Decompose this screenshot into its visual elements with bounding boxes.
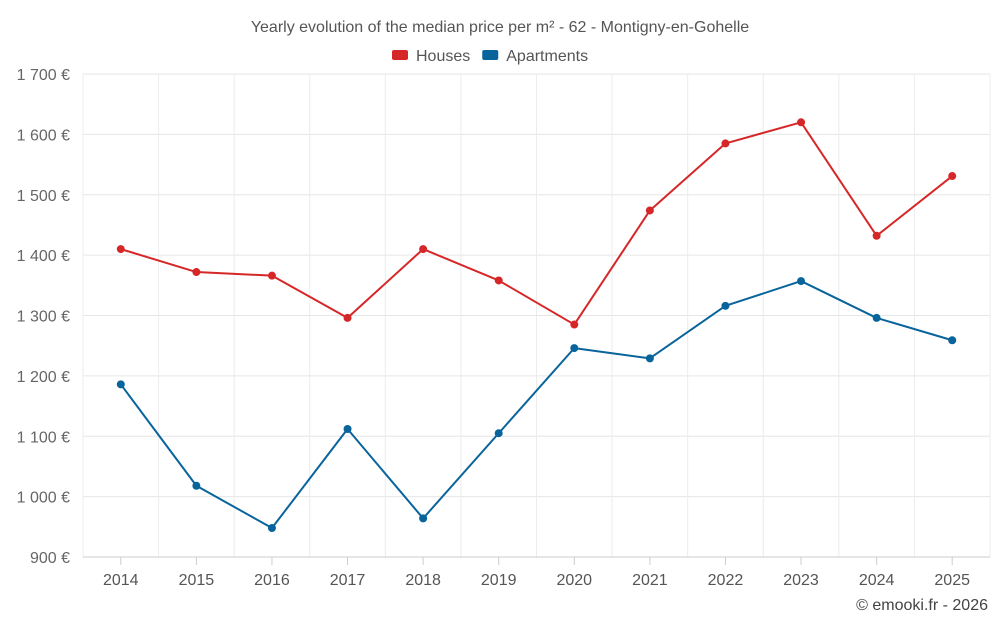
credit-text: © emooki.fr - 2026: [856, 597, 988, 614]
y-tick-label: 900 €: [30, 550, 70, 567]
x-tick-label: 2016: [254, 572, 290, 589]
data-point-houses: [192, 268, 201, 277]
data-point-apartments: [645, 354, 654, 363]
x-tick-label: 2021: [632, 572, 668, 589]
data-point-apartments: [570, 344, 579, 353]
legend-label-apartments: Apartments: [506, 48, 588, 65]
legend-swatch-apartments: [482, 50, 499, 60]
data-point-apartments: [267, 524, 276, 533]
data-point-apartments: [116, 380, 125, 389]
y-tick-label: 1 700 €: [17, 67, 70, 84]
x-tick-label: 2019: [481, 572, 517, 589]
grid: [82, 73, 991, 558]
data-point-houses: [116, 245, 125, 254]
data-point-apartments: [343, 425, 352, 434]
x-tick-label: 2024: [859, 572, 895, 589]
y-tick-label: 1 200 €: [17, 369, 70, 386]
data-point-apartments: [192, 481, 201, 490]
data-point-houses: [494, 276, 503, 285]
x-tick-label: 2022: [708, 572, 744, 589]
y-tick-label: 1 100 €: [17, 429, 70, 446]
data-point-apartments: [721, 301, 730, 310]
y-axis: 900 € 1 000 € 1 100 € 1 200 € 1 300 € 1 400 €…: [17, 67, 70, 567]
x-tick-label: 2015: [179, 572, 215, 589]
x-tick-label: 2018: [405, 572, 441, 589]
series-line-houses: [120, 121, 953, 326]
legend-label-houses: Houses: [416, 48, 470, 65]
y-tick-label: 1 400 €: [17, 248, 70, 265]
y-tick-label: 1 500 €: [17, 188, 70, 205]
data-point-houses: [721, 139, 730, 148]
data-point-apartments: [872, 313, 881, 322]
data-point-houses: [872, 231, 881, 240]
data-point-houses: [343, 313, 352, 322]
data-point-houses: [797, 118, 806, 127]
data-point-apartments: [797, 277, 806, 286]
legend-swatch-houses: [392, 50, 408, 60]
y-tick-label: 1 300 €: [17, 309, 70, 326]
x-tick-label: 2014: [103, 572, 139, 589]
data-point-apartments: [948, 336, 957, 345]
data-point-houses: [948, 172, 957, 181]
data-point-houses: [645, 206, 654, 215]
x-tick-label: 2020: [556, 572, 592, 589]
data-point-apartments: [419, 514, 428, 523]
legend: Houses Apartments: [392, 48, 588, 65]
x-axis: 2014 2015 2016 2017 2018 2019 2020 2021 2022 2023…: [83, 556, 990, 589]
data-point-houses: [419, 245, 428, 254]
x-tick-label: 2025: [934, 572, 970, 589]
series-group: [116, 118, 957, 533]
x-tick-label: 2017: [330, 572, 366, 589]
data-point-houses: [267, 271, 276, 280]
chart-title: Yearly evolution of the median price per…: [251, 19, 749, 36]
x-tick-label: 2023: [783, 572, 819, 589]
data-point-houses: [570, 320, 579, 329]
y-tick-label: 1 600 €: [17, 127, 70, 144]
data-point-apartments: [494, 429, 503, 438]
series-line-apartments: [119, 280, 953, 530]
y-tick-label: 1 000 €: [17, 490, 70, 507]
